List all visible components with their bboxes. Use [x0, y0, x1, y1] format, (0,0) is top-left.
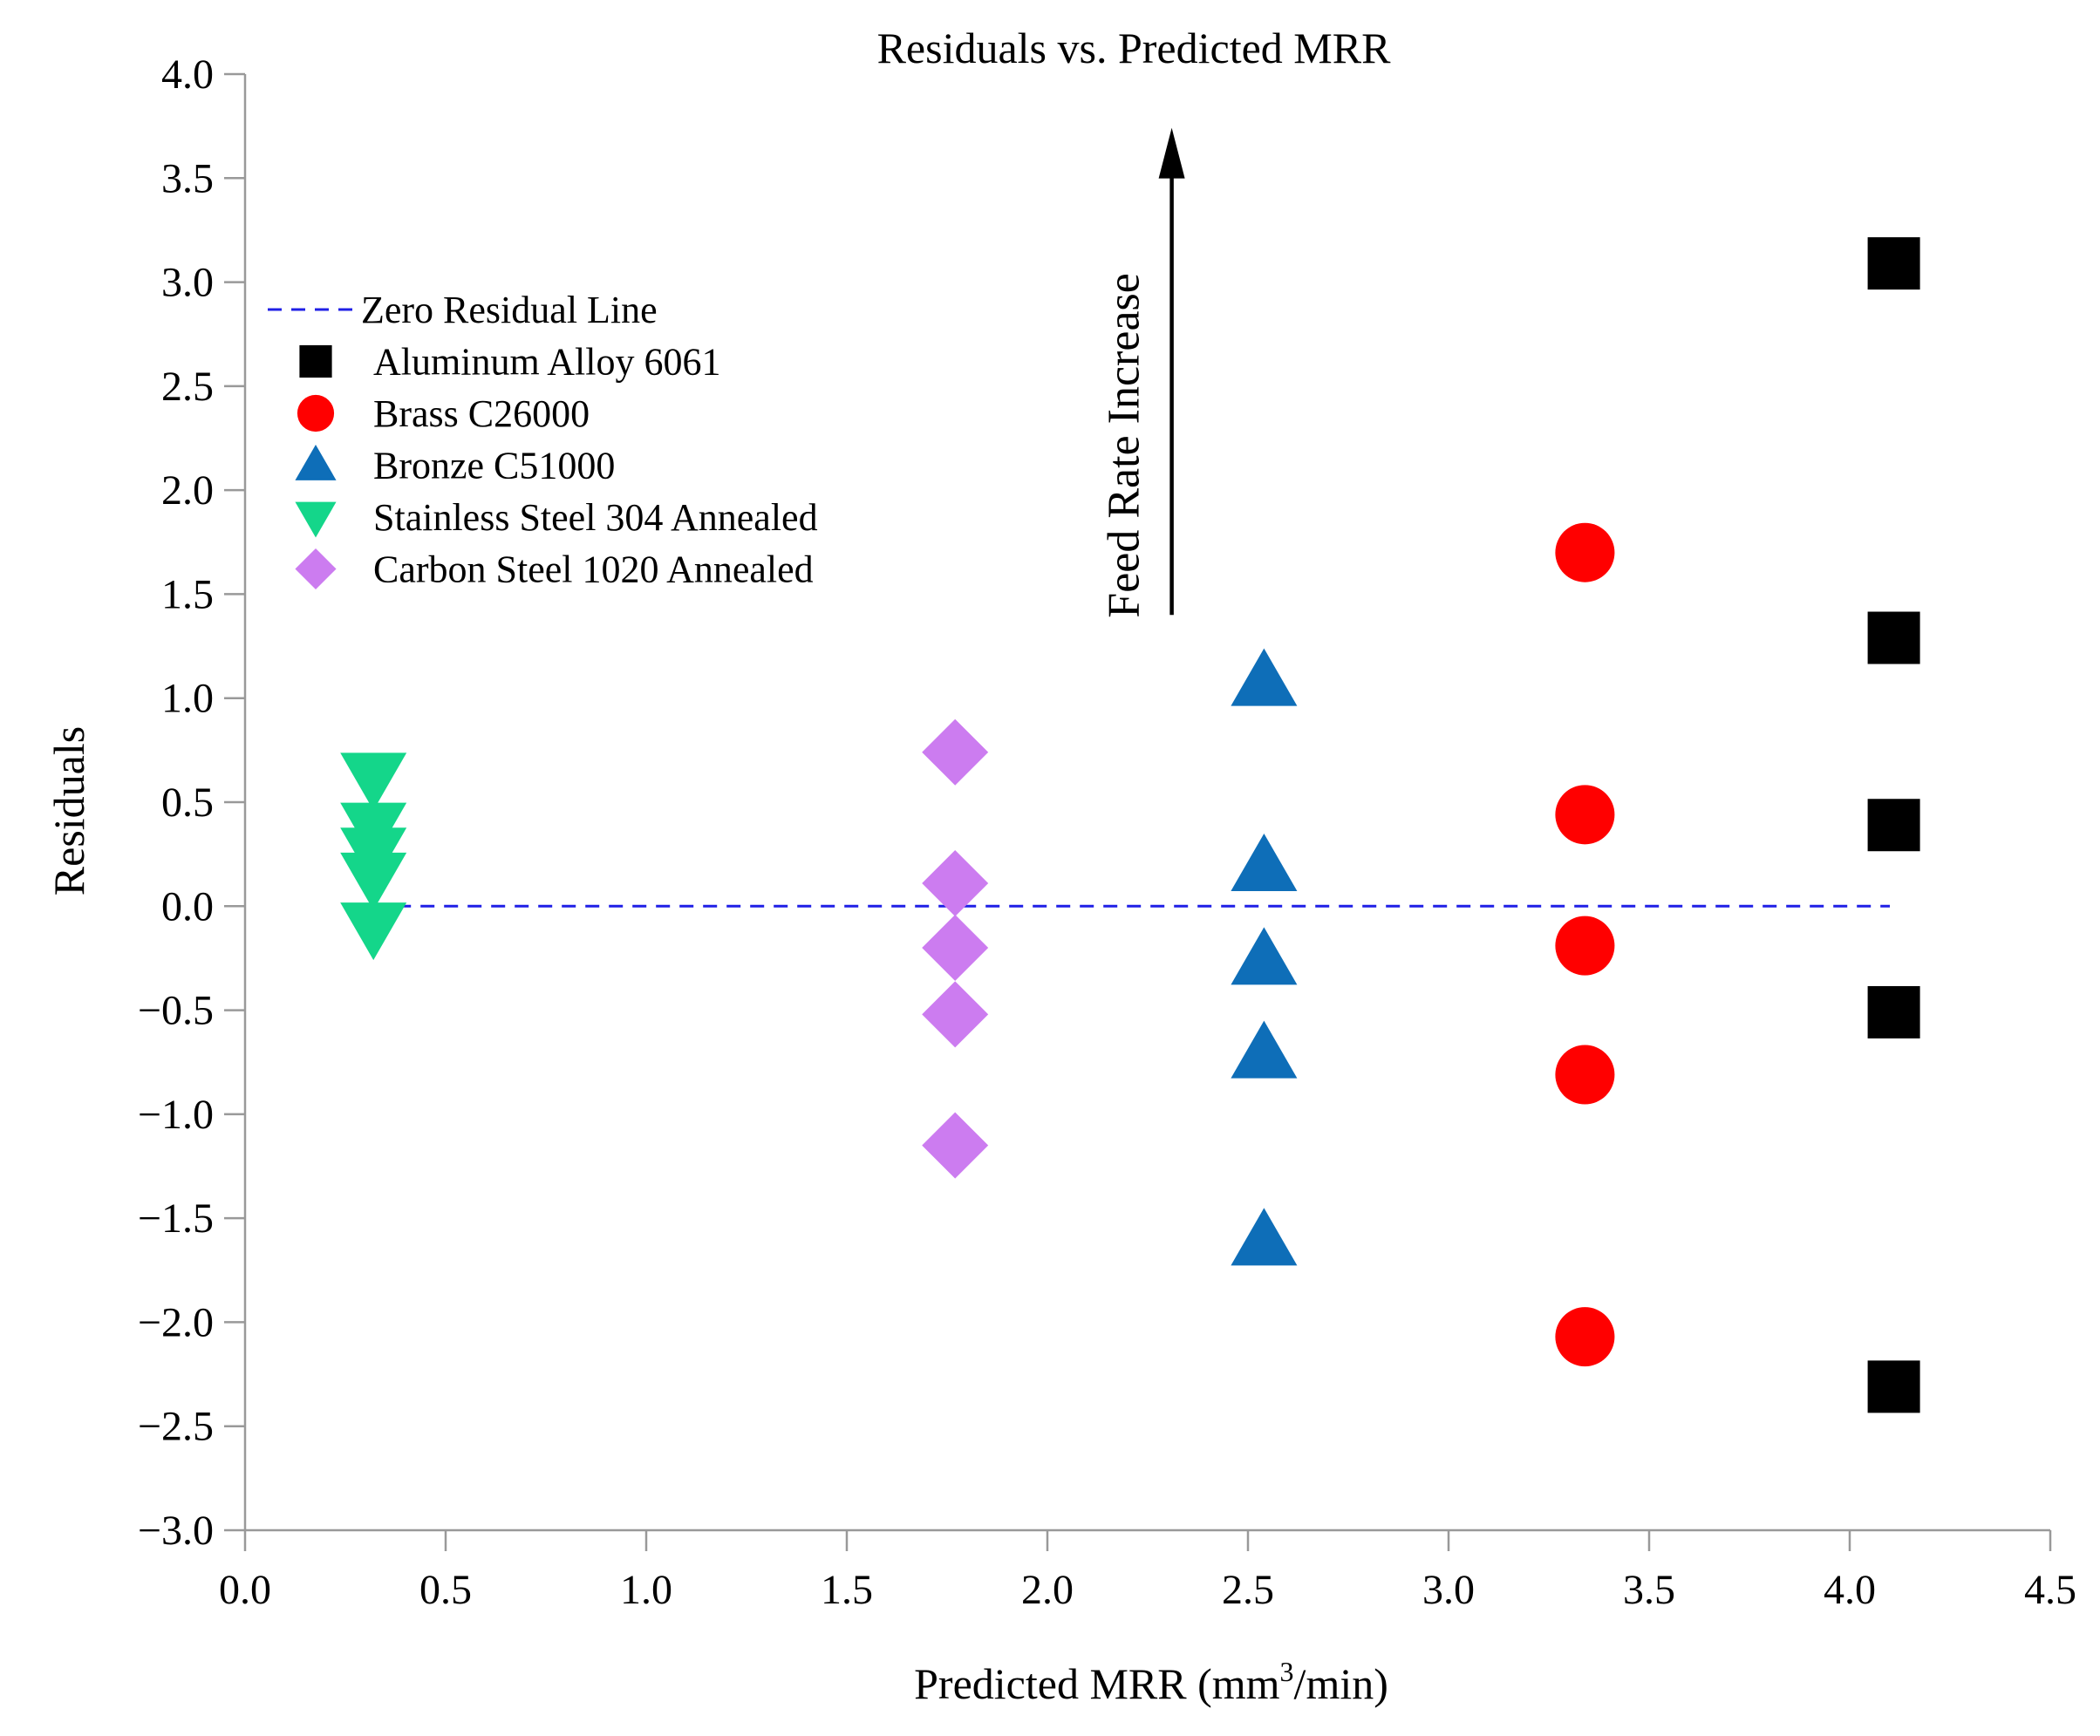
data-point — [1555, 522, 1615, 582]
x-axis-title-superscript: 3 — [1280, 1656, 1294, 1687]
series-brass-c26000 — [1555, 522, 1615, 1367]
data-point — [340, 902, 407, 961]
data-point — [1231, 833, 1298, 891]
x-tick-label: 2.0 — [1021, 1567, 1074, 1613]
data-point — [1231, 927, 1298, 985]
axes: 4.0 3.5 3.0 2.5 2.0 1.5 1.0 0.5 0.0 −0.5 −1.0 −1.5 −… — [138, 51, 2076, 1613]
series-layer — [340, 237, 1920, 1413]
data-point — [1231, 648, 1298, 706]
legend-marker — [295, 444, 337, 480]
x-axis-title-tail: /min) — [1294, 1659, 1388, 1708]
x-axis-title: Predicted MRR (mm3/min) — [914, 1656, 1388, 1708]
feed-rate-annotation: Feed Rate Increase — [1100, 127, 1185, 618]
data-point — [1231, 1020, 1298, 1079]
legend-item-bronze-c51000: Bronze C51000 — [295, 445, 615, 487]
legend-marker — [295, 501, 337, 538]
legend-label: Brass C26000 — [373, 392, 590, 435]
data-point — [1555, 1307, 1615, 1367]
data-point — [922, 718, 989, 786]
x-tick-label: 3.5 — [1623, 1567, 1675, 1613]
data-point — [922, 981, 989, 1048]
legend-label: Bronze C51000 — [373, 445, 615, 487]
legend-item-stainless-steel-304-annealed: Stainless Steel 304 Annealed — [295, 496, 818, 539]
series-bronze-c51000 — [1231, 648, 1298, 1266]
x-tick-label: 4.0 — [1824, 1567, 1876, 1613]
x-ticks: 0.0 0.5 1.0 1.5 2.0 2.5 3.0 3.5 4.0 4.5 — [219, 1530, 2076, 1613]
y-ticks: 4.0 3.5 3.0 2.5 2.0 1.5 1.0 0.5 0.0 −0.5 −1.0 −1.5 −… — [138, 51, 245, 1554]
legend-item-carbon-steel-1020-annealed: Carbon Steel 1020 Annealed — [295, 548, 814, 591]
data-point — [1555, 1045, 1615, 1105]
x-tick-label: 1.0 — [620, 1567, 672, 1613]
y-tick-label: −1.0 — [138, 1092, 214, 1138]
data-point — [1867, 237, 1920, 290]
x-tick-label: 4.5 — [2024, 1567, 2076, 1613]
legend-label: Carbon Steel 1020 Annealed — [373, 548, 814, 591]
y-tick-label: 0.5 — [161, 779, 214, 826]
y-tick-label: 1.0 — [161, 676, 214, 722]
legend: Zero Residual Line Aluminum Alloy 6061 Bra… — [268, 289, 818, 591]
legend-marker — [297, 394, 335, 432]
data-point — [1867, 799, 1920, 852]
data-point — [1867, 611, 1920, 664]
y-tick-label: −0.5 — [138, 988, 214, 1034]
x-tick-label: 1.5 — [821, 1567, 873, 1613]
y-tick-label: 0.0 — [161, 883, 214, 929]
series-carbon-steel-1020-annealed — [922, 718, 989, 1179]
data-point — [922, 850, 989, 917]
data-point — [1867, 985, 1920, 1038]
y-tick-label: 3.0 — [161, 260, 214, 306]
y-tick-label: 2.5 — [161, 364, 214, 410]
y-tick-label: 3.5 — [161, 155, 214, 201]
data-point — [922, 1112, 989, 1179]
legend-item-brass-c26000: Brass C26000 — [297, 392, 590, 435]
data-point — [1867, 1360, 1920, 1413]
y-axis-title: Residuals — [44, 726, 93, 895]
y-tick-label: 4.0 — [161, 51, 214, 98]
y-tick-label: −2.0 — [138, 1299, 214, 1345]
legend-item-zero-residual-line: Zero Residual Line — [268, 289, 658, 331]
legend-marker — [295, 548, 337, 590]
x-tick-label: 0.5 — [419, 1567, 472, 1613]
x-tick-label: 3.0 — [1422, 1567, 1475, 1613]
y-tick-label: −3.0 — [138, 1508, 214, 1554]
legend-label: Aluminum Alloy 6061 — [373, 341, 720, 384]
feed-rate-arrow-head — [1158, 127, 1185, 179]
legend-label: Stainless Steel 304 Annealed — [373, 496, 818, 539]
data-point — [340, 752, 407, 811]
y-tick-label: −1.5 — [138, 1195, 214, 1242]
x-tick-label: 0.0 — [219, 1567, 271, 1613]
chart-title: Residuals vs. Predicted MRR — [877, 24, 1392, 72]
feed-rate-annotation-text: Feed Rate Increase — [1100, 273, 1149, 618]
y-tick-label: 2.0 — [161, 467, 214, 514]
data-point — [1231, 1208, 1298, 1266]
legend-label: Zero Residual Line — [361, 289, 658, 331]
data-point — [1555, 785, 1615, 845]
y-tick-label: −2.5 — [138, 1404, 214, 1450]
data-point — [922, 915, 989, 981]
data-point — [1555, 916, 1615, 976]
series-aluminum-alloy-6061 — [1867, 237, 1920, 1413]
legend-item-aluminum-alloy-6061: Aluminum Alloy 6061 — [299, 341, 720, 384]
legend-marker — [299, 344, 332, 378]
x-axis-title-main: Predicted MRR (mm — [914, 1659, 1280, 1708]
y-tick-label: 1.5 — [161, 571, 214, 617]
x-tick-label: 2.5 — [1222, 1567, 1274, 1613]
data-point — [340, 852, 407, 910]
series-stainless-steel-304-annealed — [340, 752, 407, 961]
